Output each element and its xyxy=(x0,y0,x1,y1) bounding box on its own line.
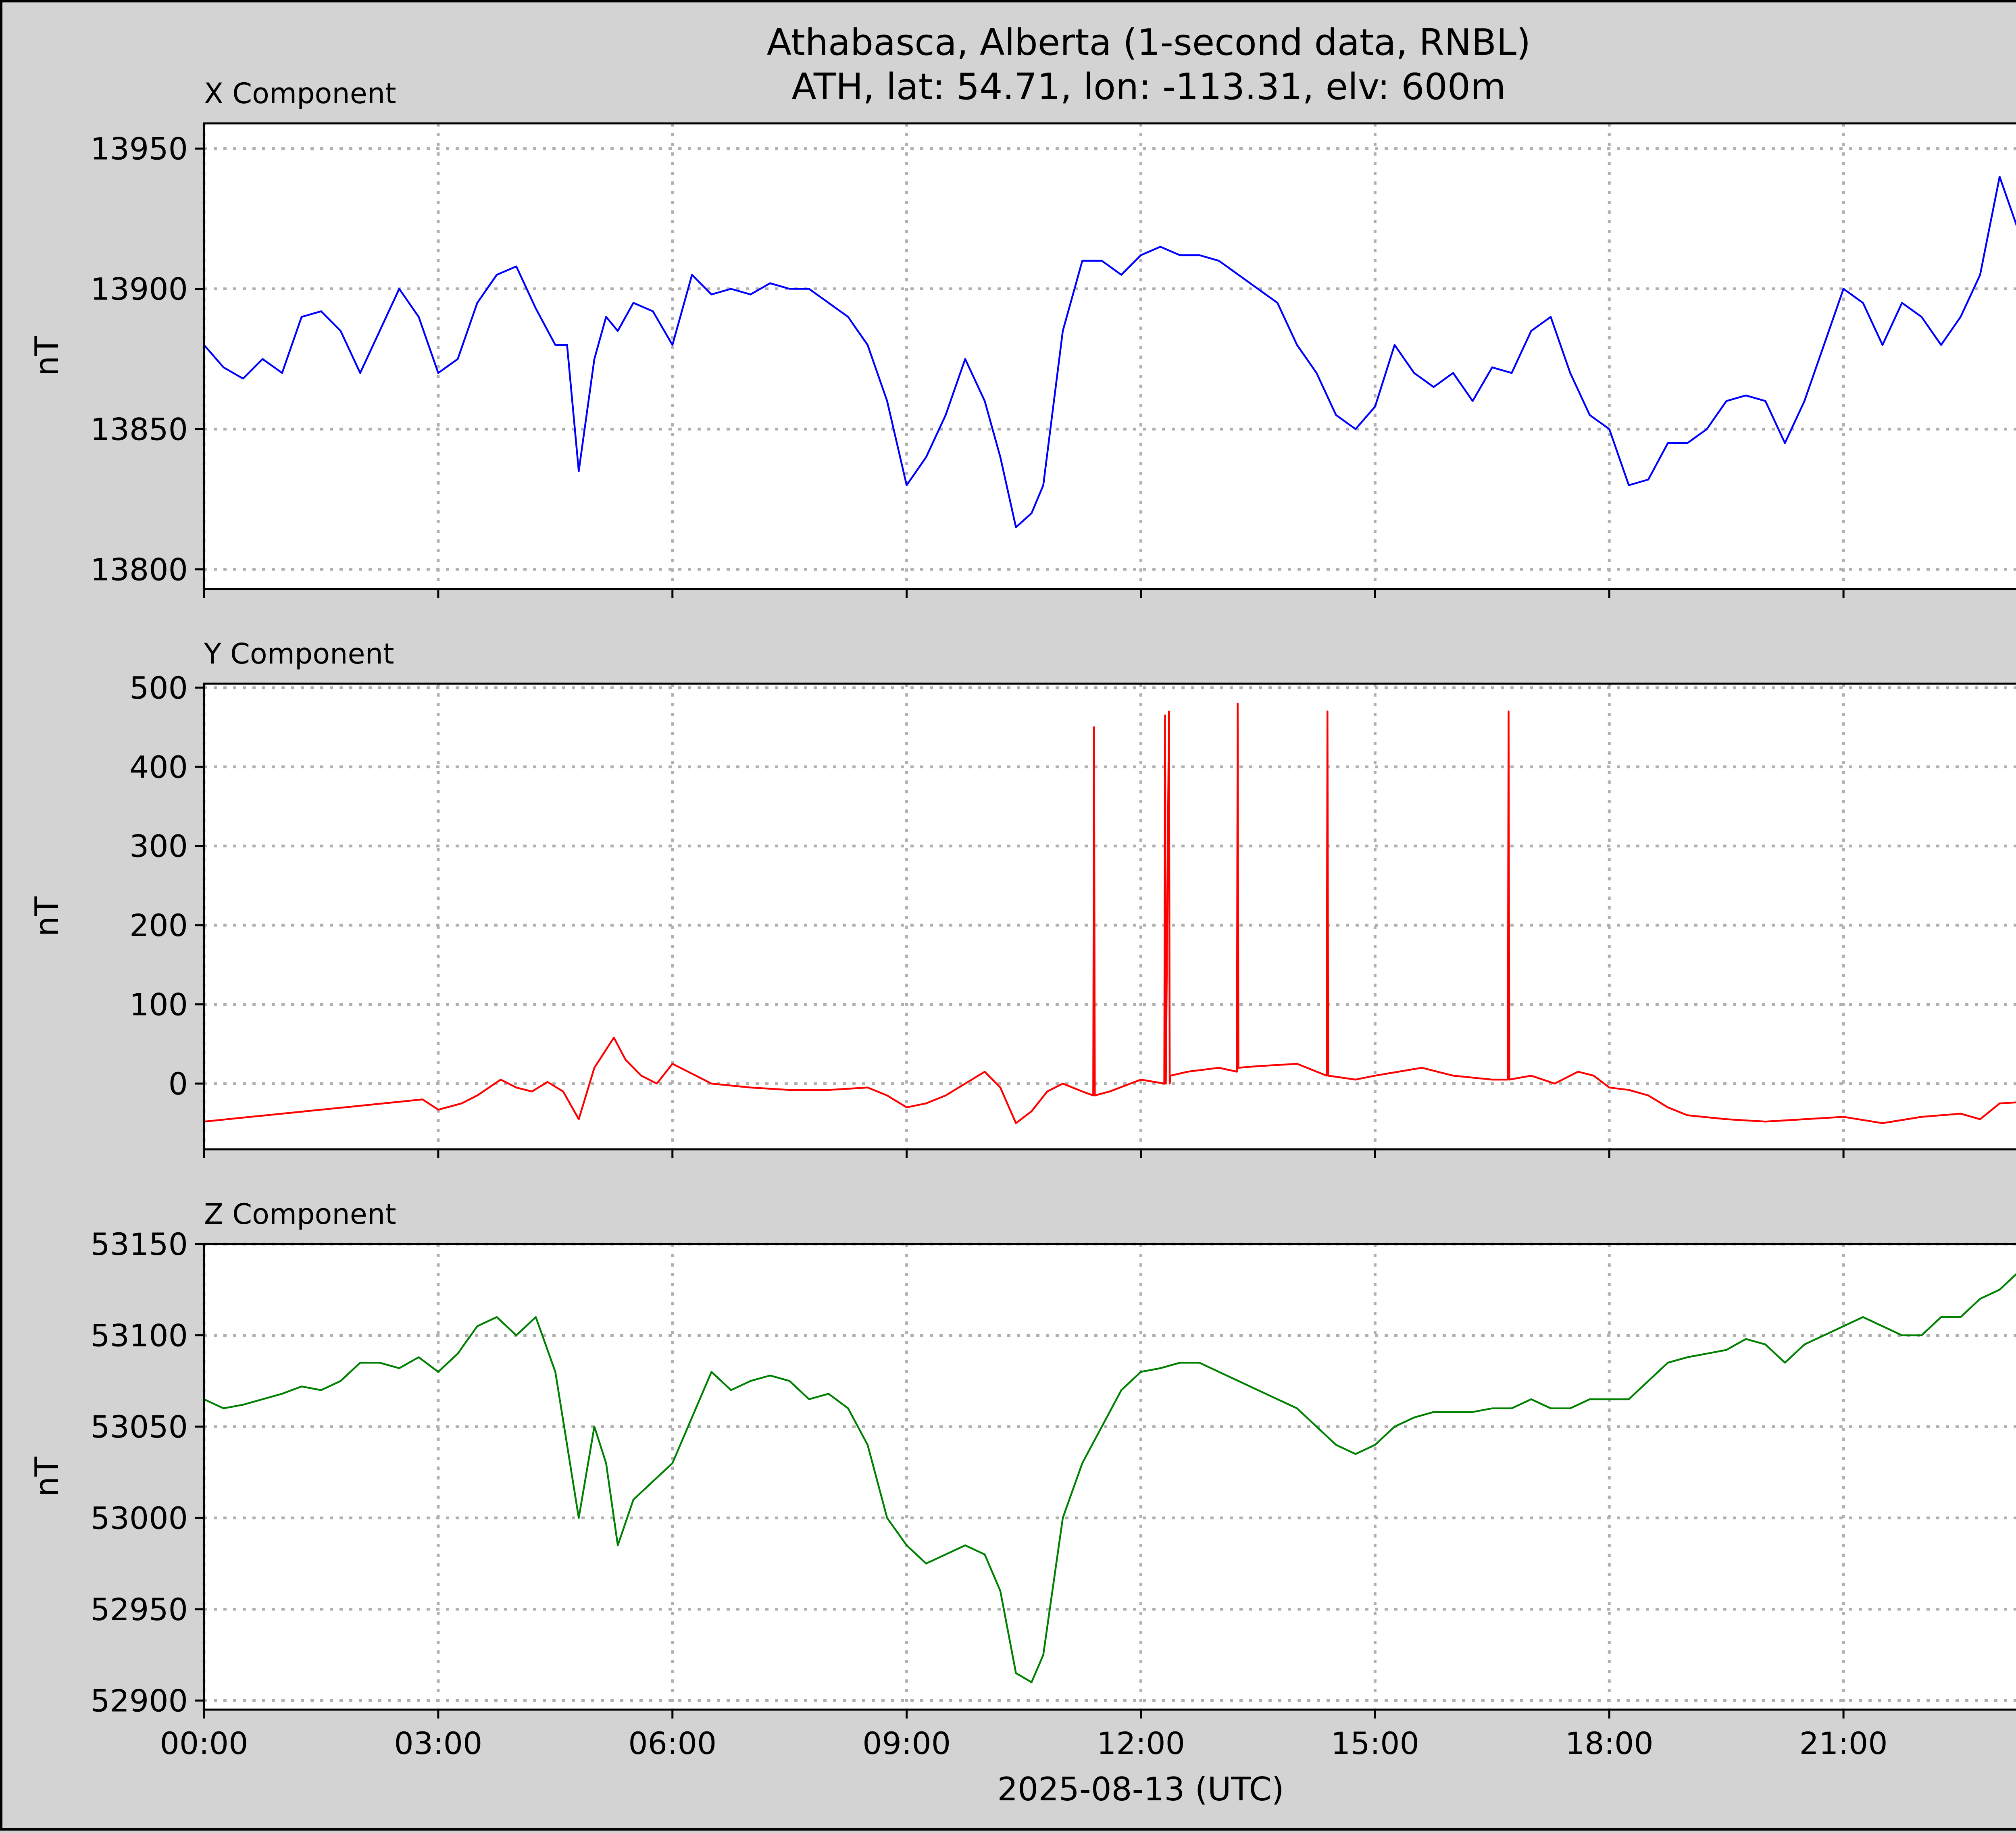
y-tick-label: 53100 xyxy=(90,1317,188,1353)
y-tick-label: 200 xyxy=(129,907,188,943)
x-tick-label: 12:00 xyxy=(1097,1725,1185,1761)
y-tick-label: 52950 xyxy=(90,1592,188,1627)
y-tick-label: 100 xyxy=(129,987,188,1023)
y-tick-label: 13900 xyxy=(90,271,188,307)
series-line-2 xyxy=(204,702,2016,1124)
series-line-1 xyxy=(204,175,2016,528)
x-tick-label: 15:00 xyxy=(1331,1725,1419,1761)
y-tick-label: 13950 xyxy=(90,131,188,167)
panel-1: 13800 13850 13900 13950 X Component nT xyxy=(28,77,2016,598)
y-tick-label: 52900 xyxy=(90,1683,188,1719)
x-tick-label: 03:00 xyxy=(394,1725,482,1761)
y-tick-label: 0 xyxy=(169,1066,188,1102)
panel-title: X Component xyxy=(204,77,396,110)
x-tick-label: 09:00 xyxy=(862,1725,951,1761)
y-axis-label: nT xyxy=(28,336,66,377)
panel-title: Y Component xyxy=(204,637,394,670)
y-tick-label: 13800 xyxy=(90,551,188,587)
figure-title: Athabasca, Alberta (1-second data, RNBL) xyxy=(767,21,1531,64)
panel-2: 0 100 200 300 400 500 Y Component nT xyxy=(28,637,2016,1158)
x-axis-label: 2025-08-13 (UTC) xyxy=(997,1771,1284,1808)
x-tick-label: 06:00 xyxy=(628,1725,716,1761)
plot-area xyxy=(204,684,2016,1149)
panel-3: 52900 52950 53000 53050 53100 53150 00:00 03:00… xyxy=(28,1198,2016,1761)
y-tick-label: 13850 xyxy=(90,411,188,447)
plot-area xyxy=(204,123,2016,589)
y-tick-label: 53150 xyxy=(90,1226,188,1262)
series-line-3 xyxy=(204,1273,2016,1683)
panel-title: Z Component xyxy=(204,1198,396,1231)
x-tick-label: 00:00 xyxy=(160,1725,248,1761)
figure-subtitle: ATH, lat: 54.71, lon: -113.31, elv: 600m xyxy=(791,66,1506,108)
plot-area xyxy=(204,1244,2016,1710)
y-tick-label: 500 xyxy=(129,670,188,706)
y-tick-label: 400 xyxy=(129,749,188,785)
x-tick-label: 18:00 xyxy=(1565,1725,1654,1761)
y-tick-label: 53050 xyxy=(90,1409,188,1445)
y-tick-label: 300 xyxy=(129,828,188,864)
y-axis-label: nT xyxy=(28,1456,66,1497)
y-axis-label: nT xyxy=(28,896,66,937)
y-tick-label: 53000 xyxy=(90,1500,188,1536)
x-tick-label: 21:00 xyxy=(1799,1725,1888,1761)
